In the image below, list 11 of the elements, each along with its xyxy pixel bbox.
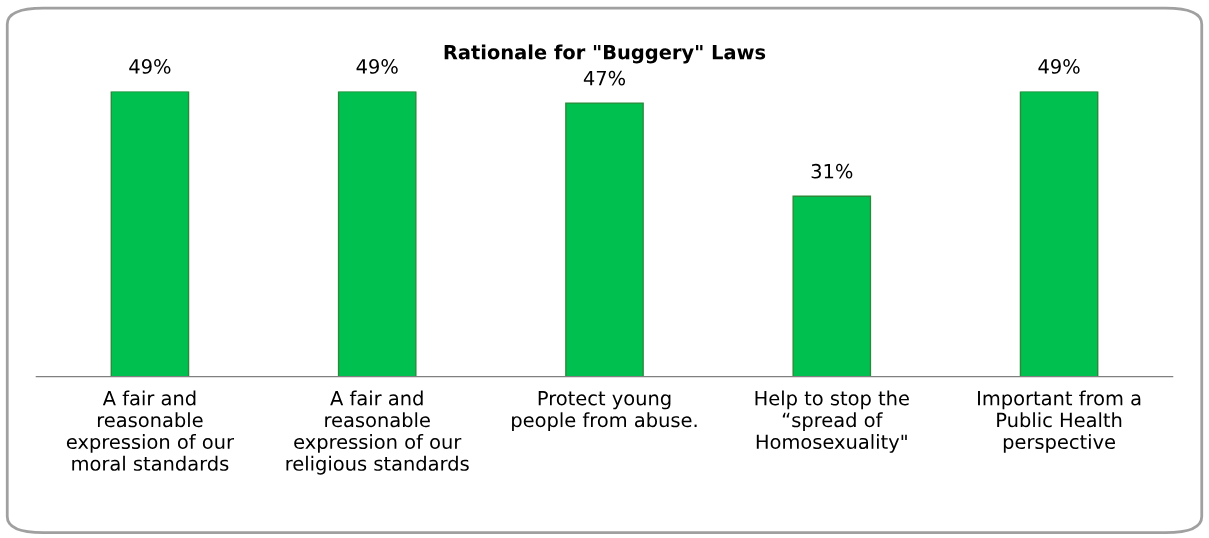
data-label: 31% [811,163,853,179]
x-tick-label: A fair and reasonable expression of our religious standards [286,390,469,475]
data-label: 49% [1038,59,1080,74]
data-label: 47% [583,70,626,86]
chart-title: Rationale for "Buggery" Laws [444,44,766,64]
x-tick-label: Important from a Public Health perspective [978,390,1141,453]
x-tick-label: A fair and reasonable expression of our moral standards [66,390,235,471]
data-label: 49% [356,59,398,74]
x-tick-label: Help to stop the “spread of Homosexuality" [755,390,909,453]
x-tick-label: Protect young people from abuse. [512,391,697,432]
data-label: 49% [129,59,171,74]
